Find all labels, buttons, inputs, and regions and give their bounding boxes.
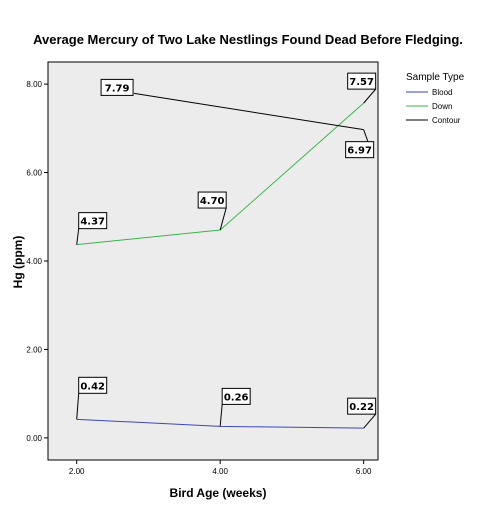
y-tick-label: 0.00	[26, 434, 42, 443]
legend: Sample Type Blood Down Contour	[406, 72, 465, 125]
x-axis: 2.00 4.00 6.00	[69, 460, 372, 476]
legend-label-contour: Contour	[432, 116, 461, 125]
data-label-leader	[363, 88, 377, 104]
plot-area	[47, 61, 379, 461]
chart-title: Average Mercury of Two Lake Nestlings Fo…	[33, 32, 463, 47]
data-label-box	[100, 78, 134, 96]
data-label-box	[197, 191, 227, 209]
data-label-layer: 0.42 0.26 0.22 4.37 4.70 7.57 6.97 7.79	[76, 72, 377, 429]
data-label-box	[347, 72, 377, 90]
data-label-box	[347, 397, 377, 415]
legend-label-blood: Blood	[432, 88, 452, 97]
x-tick-label: 6.00	[356, 467, 372, 476]
y-tick-label: 8.00	[26, 80, 42, 89]
data-label: 4.37	[80, 217, 105, 228]
data-label: 0.26	[224, 392, 249, 403]
data-label-box	[345, 141, 375, 159]
x-axis-title: Bird Age (weeks)	[170, 486, 267, 500]
data-label-leader	[219, 207, 227, 231]
data-label: 0.22	[349, 402, 374, 413]
legend-title: Sample Type	[406, 72, 465, 83]
data-label-leader	[363, 413, 377, 429]
data-label: 7.57	[349, 77, 374, 88]
data-label: 6.97	[347, 146, 372, 157]
data-label: 7.79	[105, 83, 130, 94]
x-tick-label: 2.00	[69, 467, 85, 476]
x-tick-label: 4.00	[212, 467, 228, 476]
data-label-leader	[219, 404, 223, 427]
data-label-box	[78, 212, 108, 230]
data-label-leader	[76, 393, 80, 420]
data-label-leader	[76, 228, 80, 245]
y-tick-label: 2.00	[26, 345, 42, 354]
legend-label-down: Down	[432, 102, 452, 111]
y-axis: 0.00 2.00 4.00 6.00 8.00	[26, 80, 48, 443]
y-tick-label: 4.00	[26, 257, 42, 266]
y-axis-title: Hg (ppm)	[11, 236, 25, 289]
series-line-contour	[134, 92, 364, 131]
data-label-box	[78, 376, 108, 394]
data-label-box	[221, 387, 251, 405]
data-label: 0.42	[80, 381, 105, 392]
y-tick-label: 6.00	[26, 169, 42, 178]
data-label: 4.70	[200, 196, 225, 207]
